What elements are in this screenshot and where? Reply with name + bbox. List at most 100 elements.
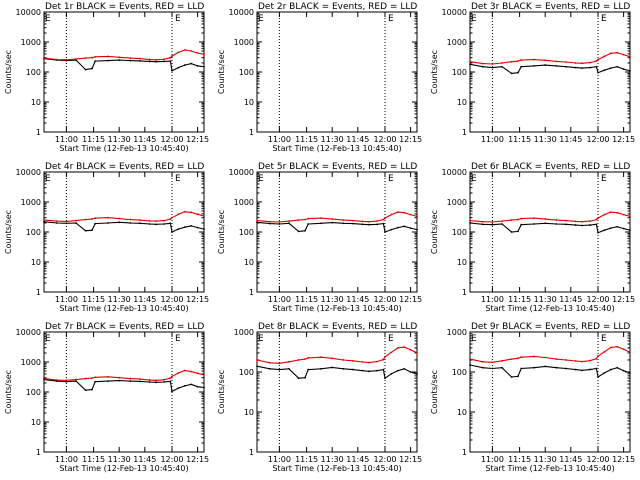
data-point-events [256, 365, 258, 368]
y-tick-label: 1 [462, 128, 467, 137]
data-point-lld [177, 372, 180, 374]
x-tick-label: 11:00 [55, 295, 78, 304]
data-point-lld [517, 218, 519, 221]
y-tick-label: 10000 [229, 168, 254, 177]
data-point-events [595, 65, 598, 68]
data-point-lld [148, 379, 151, 381]
x-tick-label: 12:00 [373, 455, 396, 464]
data-point-events [469, 63, 471, 66]
data-point-lld [517, 357, 519, 360]
data-point-lld [581, 360, 583, 363]
y-tick-label: 100 [452, 228, 467, 237]
data-point-events [544, 64, 547, 66]
data-point-lld [163, 378, 165, 381]
data-point-lld [196, 372, 199, 375]
panel-title: Det 6r BLACK = Events, RED = LLD [471, 162, 630, 172]
data-point-events [589, 368, 591, 371]
data-point-events [171, 69, 173, 72]
data-point-events [403, 225, 406, 228]
panel-annotation: E [601, 334, 607, 344]
data-point-lld [629, 215, 631, 218]
data-point-events [91, 67, 93, 70]
y-tick-label: 10000 [16, 168, 41, 177]
data-point-events [491, 223, 494, 226]
data-point-events [376, 223, 378, 226]
panel-title: Det 3r BLACK = Events, RED = LLD [471, 2, 630, 12]
data-point-lld [268, 220, 271, 223]
y-tick-label: 1000 [447, 38, 467, 47]
plot-frame [256, 171, 418, 293]
data-point-lld [43, 219, 45, 221]
y-tick-label: 10 [244, 258, 254, 267]
data-point-lld [342, 359, 345, 361]
data-point-events [297, 230, 300, 233]
data-point-lld [94, 376, 97, 379]
x-tick-label: 11:15 [295, 455, 318, 464]
data-point-events [416, 372, 418, 375]
data-point-lld [609, 346, 612, 349]
data-point-events [382, 368, 385, 371]
data-point-events [390, 372, 393, 375]
data-point-events [118, 59, 121, 61]
data-point-lld [65, 58, 68, 61]
y-tick-label: 1 [36, 128, 41, 137]
data-point-events [622, 369, 625, 372]
plot-frame [43, 11, 205, 133]
data-point-lld [288, 360, 290, 363]
y-tick-label: 10000 [442, 8, 467, 17]
data-point-events [129, 59, 132, 62]
data-point-lld [84, 377, 87, 380]
data-point-lld [565, 359, 567, 361]
data-point-events [520, 223, 523, 226]
data-point-events [581, 67, 583, 69]
data-point-lld [595, 218, 598, 221]
data-point-lld [75, 378, 77, 381]
data-point-events [481, 366, 484, 369]
data-point-lld [155, 220, 157, 223]
data-point-events [533, 223, 535, 225]
data-point-lld [118, 56, 121, 59]
data-point-lld [481, 360, 484, 363]
data-point-events [616, 366, 619, 369]
data-point-lld [331, 218, 334, 220]
data-point-events [403, 367, 406, 370]
data-point-events [307, 368, 310, 371]
data-point-events [533, 366, 535, 369]
y-tick-label: 10 [244, 408, 254, 417]
data-point-lld [403, 346, 406, 348]
data-point-events [163, 223, 165, 225]
data-point-lld [595, 357, 598, 360]
series-line-lld [256, 346, 418, 364]
data-point-events [565, 367, 567, 370]
data-point-events [609, 227, 612, 229]
x-tick-label: 11:00 [481, 135, 504, 144]
data-point-lld [331, 357, 334, 360]
data-point-lld [304, 358, 306, 361]
y-tick-label: 100 [239, 368, 254, 377]
data-point-events [177, 387, 180, 389]
x-tick-label: 11:15 [295, 295, 318, 304]
data-point-lld [91, 218, 93, 220]
data-point-lld [589, 359, 591, 362]
data-point-lld [382, 358, 385, 361]
x-tick-label: 12:15 [612, 135, 635, 144]
data-point-lld [84, 57, 87, 60]
data-point-lld [75, 58, 77, 60]
panel-title: Det 8r BLACK = Events, RED = LLD [258, 322, 417, 332]
data-point-lld [544, 59, 547, 62]
data-point-events [533, 64, 535, 67]
y-axis-label: Counts/sec [430, 50, 439, 94]
y-tick-label: 100 [26, 228, 41, 237]
plot-frame [43, 171, 205, 293]
panel-annotation: E [45, 14, 51, 24]
data-point-lld [196, 213, 199, 216]
data-point-events [574, 224, 577, 226]
data-point-events [597, 231, 599, 234]
x-tick-label: 11:30 [534, 295, 557, 304]
data-point-lld [361, 220, 364, 223]
x-tick-label: 12:15 [186, 295, 209, 304]
data-point-lld [603, 55, 606, 58]
data-point-events [139, 380, 141, 383]
data-point-events [107, 380, 109, 383]
detector-panel-5: Det 5r BLACK = Events, RED = LLD 1 10 100 10… [217, 162, 422, 313]
